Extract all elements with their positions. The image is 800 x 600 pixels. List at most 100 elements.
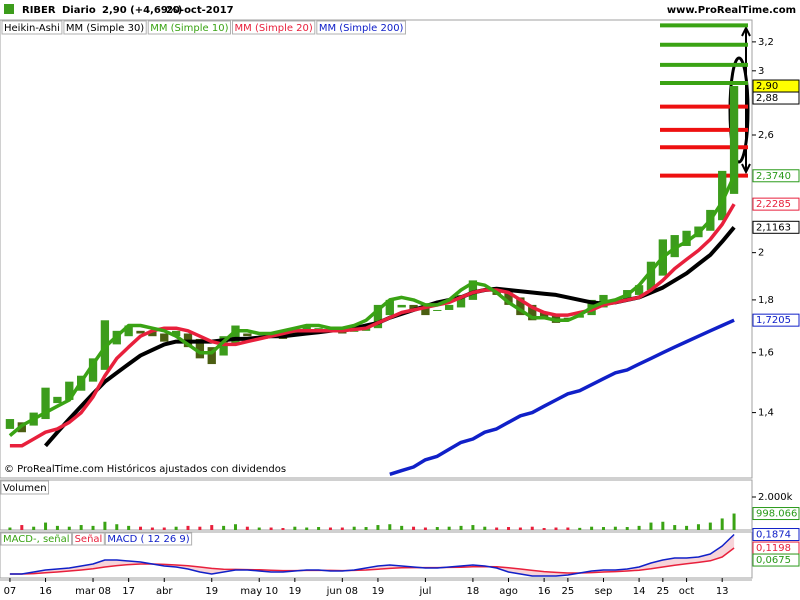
volume-bar (661, 521, 665, 530)
price-box-label: 2,3740 (756, 171, 791, 182)
x-tick-label: 13 (716, 586, 729, 597)
legend-box (72, 532, 105, 546)
volume-bar (32, 526, 36, 530)
volume-bar (732, 513, 736, 530)
volume-bar (20, 525, 24, 530)
candle-body (207, 347, 216, 365)
price-box-label: 2,88 (756, 93, 778, 104)
volume-bar (613, 526, 617, 530)
x-tick-label: mar 08 (75, 586, 111, 597)
price-box (752, 553, 800, 567)
candle-body (421, 307, 430, 316)
x-tick-label: 19 (288, 586, 301, 597)
volume-bar (459, 525, 463, 530)
volume-bar (376, 525, 380, 530)
volume-bar (412, 526, 416, 530)
volume-bar (685, 525, 689, 530)
candle-body (88, 358, 98, 382)
candle-body (409, 304, 418, 310)
volume-bar (79, 525, 83, 530)
volume-bar (281, 528, 285, 530)
price-box (752, 91, 800, 105)
x-tick-label: 14 (633, 586, 646, 597)
volume-bar (317, 527, 321, 530)
x-tick-label: 16 (39, 586, 52, 597)
candle-body (41, 387, 50, 420)
volume-bar (150, 527, 154, 530)
legend-box (316, 20, 406, 35)
candle-body (171, 330, 181, 337)
volume-bar (518, 527, 522, 530)
price-box-label: 0,0675 (756, 555, 791, 566)
candle-body (516, 297, 525, 316)
ticker: RIBER (22, 5, 56, 16)
volume-bar (483, 526, 487, 530)
candle-body (5, 419, 15, 429)
legend-label: MACD-, señal (3, 534, 70, 545)
candle-body (231, 325, 240, 345)
x-tick-label: 19 (372, 586, 385, 597)
volume-bar (566, 527, 570, 530)
legend-label: MM (Simple 200) (319, 23, 404, 34)
symbol-icon (4, 4, 14, 14)
price-box-label: 998.066 (756, 509, 797, 520)
volume-bar (590, 526, 594, 530)
legend-label: MM (Simple 10) (150, 23, 228, 34)
ma-line (389, 318, 735, 476)
candle-body (195, 338, 205, 359)
candle-body (718, 170, 727, 221)
legend-box (63, 20, 147, 35)
volume-bar (115, 524, 119, 530)
x-tick-label: oct (679, 586, 695, 597)
macd-line (9, 547, 735, 575)
volume-bar (601, 527, 605, 530)
candle-body (373, 304, 383, 329)
volume-bar (139, 526, 143, 530)
volume-bar (507, 527, 511, 530)
x-tick-label: 25 (656, 586, 669, 597)
y-tick-label: 1,6 (758, 348, 774, 359)
candle-body (124, 325, 133, 337)
volume-bar (67, 526, 71, 530)
volume-bar (649, 522, 653, 530)
legend-box (1, 20, 63, 35)
macd-line (9, 533, 735, 577)
volume-bar (542, 528, 546, 530)
volume-bar (696, 524, 700, 530)
volume-bar (720, 518, 724, 530)
volume-bar (233, 524, 237, 530)
candle-body (53, 396, 62, 404)
volume-bar (210, 525, 214, 530)
candle-body (314, 328, 323, 330)
period: Diario (62, 5, 96, 16)
legend-box (147, 20, 232, 35)
candle-body (729, 86, 739, 194)
candle-body (634, 285, 644, 295)
price-box (752, 507, 800, 521)
candle-body (528, 304, 537, 321)
x-tick-label: ago (499, 586, 518, 597)
volume-bar (471, 525, 475, 530)
y-tick-label: 3 (758, 66, 764, 77)
volume-bar (245, 526, 249, 530)
volume-bar (578, 527, 582, 530)
x-tick-label: 17 (122, 586, 135, 597)
volume-bar (637, 525, 641, 530)
y-tick-label: 2.000k (758, 492, 793, 503)
annotation-arrowhead (741, 163, 751, 175)
volume-bar (388, 524, 392, 530)
volume-bar (352, 526, 356, 530)
candle-body (65, 381, 74, 400)
x-tick-label: 16 (538, 586, 551, 597)
volume-bar (162, 527, 166, 530)
volume-bar (257, 527, 261, 530)
volume-bar (328, 527, 332, 530)
price-box-label: 1,7205 (756, 315, 791, 326)
volume-bar (55, 525, 59, 530)
legend-box (104, 532, 193, 546)
price-panel (0, 19, 753, 479)
candle-body (160, 333, 169, 342)
candle-body (350, 330, 359, 332)
